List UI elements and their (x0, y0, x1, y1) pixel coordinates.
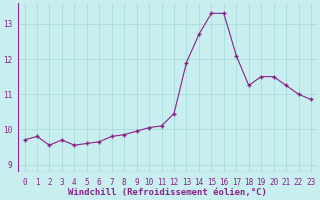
X-axis label: Windchill (Refroidissement éolien,°C): Windchill (Refroidissement éolien,°C) (68, 188, 267, 197)
